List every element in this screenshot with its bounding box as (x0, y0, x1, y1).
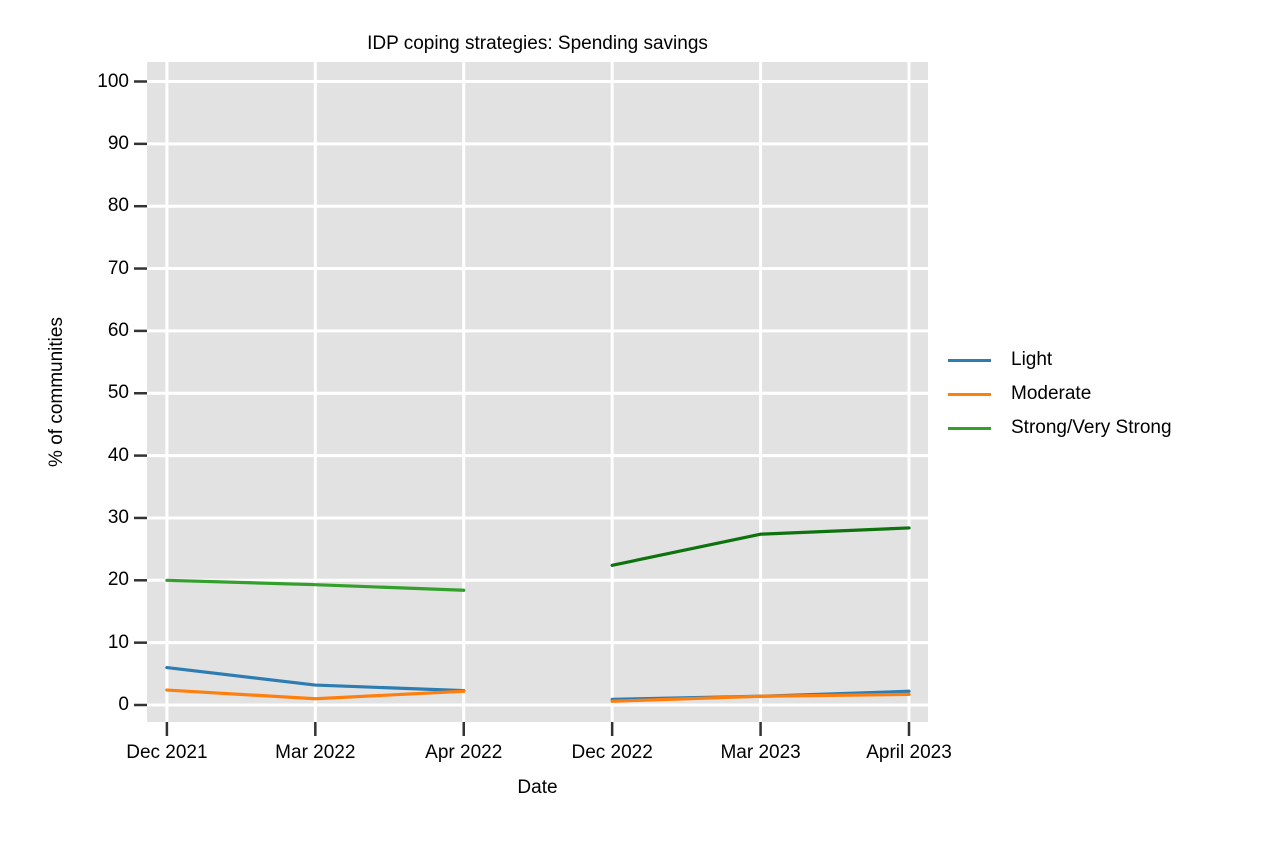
legend-line-swatch (948, 358, 991, 362)
y-tick-label: 10 (107, 631, 129, 653)
y-tick-label: 60 (107, 319, 129, 341)
y-tick-label: 0 (118, 694, 129, 715)
y-tick-label: 90 (107, 132, 129, 154)
legend-label: Strong/Very Strong (1011, 417, 1172, 438)
x-tick-label: April 2023 (866, 742, 952, 763)
x-tick-label: Dec 2021 (126, 742, 208, 763)
legend-label: Moderate (1011, 383, 1092, 404)
y-tick-label: 50 (107, 382, 129, 404)
y-tick-label: 100 (97, 70, 129, 92)
y-tick-labels: 0 10 20 30 40 50 60 70 80 90 100 (0, 0, 129, 848)
legend-item: Light (948, 343, 1172, 377)
y-tick-label: 40 (107, 444, 129, 466)
y-tick-label: 20 (107, 569, 129, 591)
legend-item: Moderate (948, 377, 1172, 411)
series-line-light (165, 665, 466, 693)
y-tick-label: 80 (107, 195, 129, 217)
series-line-moderate (610, 692, 911, 703)
x-tick-label: Mar 2022 (275, 742, 356, 763)
y-tick-label: 70 (107, 257, 129, 279)
x-axis-title: Date (517, 777, 558, 798)
legend: Light Moderate Strong/Very Strong (948, 343, 1172, 445)
chart-title: IDP coping strategies: Spending savings (367, 33, 708, 54)
legend-item: Strong/Very Strong (948, 411, 1172, 445)
x-tick-label: Mar 2023 (720, 742, 801, 763)
y-tick-label: 30 (107, 506, 129, 528)
x-tick-label: Apr 2022 (425, 742, 503, 763)
legend-line-swatch (948, 392, 991, 396)
series-line-strong-very-strong (610, 526, 911, 567)
series-line-strong-very-strong (165, 578, 466, 592)
series-line-moderate (165, 688, 466, 701)
legend-line-swatch (948, 426, 991, 430)
legend-label: Light (1011, 349, 1053, 370)
x-tick-label: Dec 2022 (571, 742, 653, 763)
x-tick-labels: Dec 2021 Mar 2022 Apr 2022 Dec 2022 Mar 2023… (0, 742, 1272, 768)
